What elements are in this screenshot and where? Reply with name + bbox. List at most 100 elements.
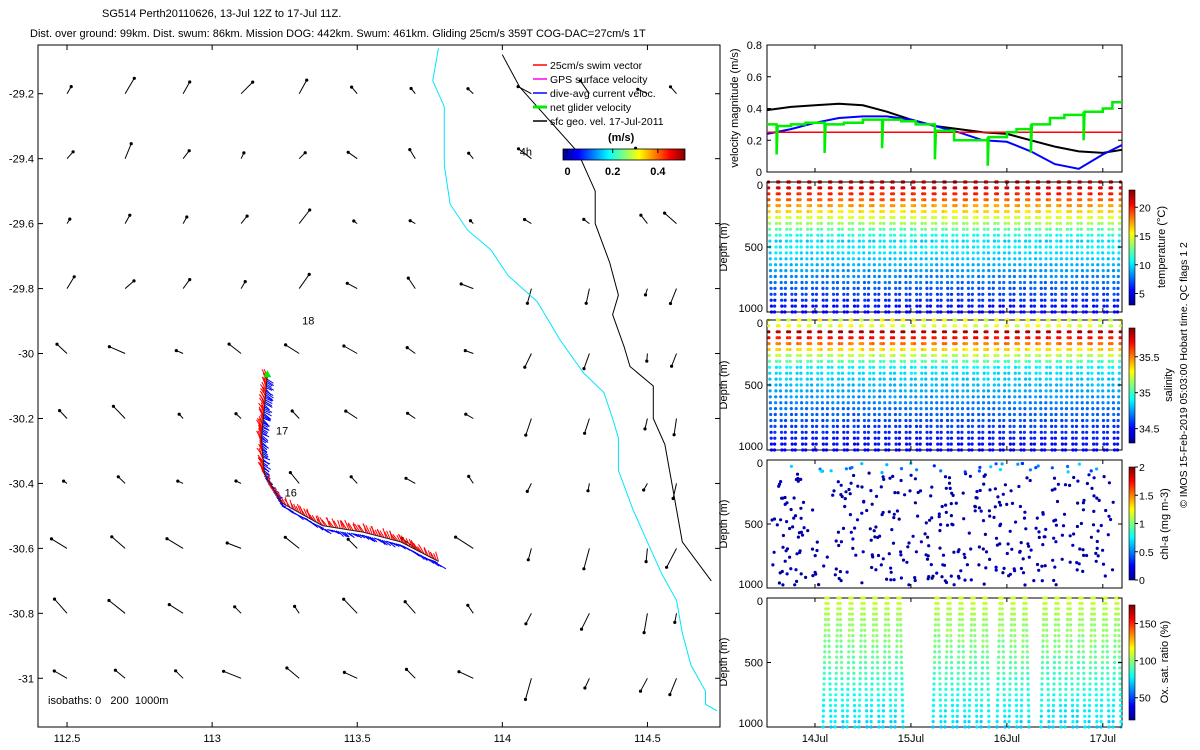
salinity-point <box>798 324 802 328</box>
temperature-point <box>819 192 823 196</box>
temperature-point <box>893 263 897 267</box>
oxygen-point <box>828 693 832 697</box>
depth-ytick-label: 500 <box>745 380 763 392</box>
chlorophyll-point <box>1081 548 1085 552</box>
salinity-point <box>829 347 834 352</box>
salinity-point <box>827 353 831 358</box>
salinity-point <box>891 330 896 334</box>
temperature-point <box>1002 286 1006 290</box>
salinity-point <box>819 353 823 358</box>
oxygen-point <box>827 644 831 649</box>
oxygen-point <box>967 714 971 718</box>
chlorophyll-point <box>1043 564 1047 568</box>
temperature-point <box>1038 215 1042 220</box>
temperature-point <box>799 221 803 225</box>
temperature-point <box>821 310 826 314</box>
temperature-point <box>986 227 990 231</box>
temperature-point <box>1100 221 1104 225</box>
oxygen-point <box>933 655 937 659</box>
chlorophyll-point <box>998 542 1002 546</box>
salinity-point <box>1076 377 1080 381</box>
salinity-point <box>805 383 809 387</box>
salinity-point <box>965 353 969 358</box>
temperature-point <box>883 280 887 285</box>
salinity-point <box>871 347 875 352</box>
track-swim-vector <box>405 537 411 548</box>
salinity-point <box>769 412 773 417</box>
temperature-point <box>962 198 966 202</box>
salinity-point <box>977 448 982 452</box>
salinity-point <box>934 353 938 358</box>
temperature-point <box>1064 280 1068 285</box>
temperature-point <box>904 298 908 302</box>
oxygen-point <box>886 617 891 622</box>
salinity-point <box>841 389 845 393</box>
track-swim-vector <box>340 521 348 530</box>
temperature-point <box>1034 233 1038 237</box>
oxygen-point <box>974 671 978 675</box>
oxygen-point <box>938 682 942 686</box>
chlorophyll-point <box>1027 544 1031 548</box>
map-colorbar-bar <box>562 148 686 161</box>
salinity-point <box>1096 371 1101 375</box>
temperature-point <box>1058 221 1063 225</box>
temperature-point <box>1019 310 1023 314</box>
oxygen-point <box>901 725 905 729</box>
salinity-point <box>960 418 964 423</box>
temperature-point <box>946 310 950 314</box>
oxygen-point <box>839 644 843 649</box>
temperature-point <box>1023 274 1027 279</box>
salinity-point <box>878 383 882 387</box>
salinity-point <box>935 412 939 417</box>
oxygen-point <box>881 720 885 724</box>
salinity-point <box>1101 383 1105 387</box>
salinity-point <box>1033 401 1037 405</box>
temperature-point <box>1095 280 1099 285</box>
salinity-point <box>1047 330 1051 334</box>
current-vector-head <box>524 433 528 437</box>
temperature-point <box>966 286 971 290</box>
salinity-point <box>1086 353 1091 358</box>
oxygen-point <box>938 671 942 675</box>
temperature-point <box>929 280 933 285</box>
salinity-point <box>1107 359 1111 363</box>
temperature-point <box>960 292 964 296</box>
salinity-point <box>1089 353 1094 358</box>
temperature-point <box>935 280 939 285</box>
salinity-point <box>909 371 914 375</box>
oxygen-point <box>845 709 850 713</box>
oxygen-point <box>888 693 892 697</box>
temperature-point <box>912 186 916 190</box>
chlorophyll-point <box>1020 461 1025 466</box>
temperature-point <box>879 209 883 214</box>
track-swim-vector <box>339 520 343 530</box>
temperature-point <box>1018 269 1022 273</box>
chlorophyll-point <box>1101 548 1105 552</box>
salinity-point <box>881 318 885 322</box>
temperature-point <box>992 257 996 261</box>
temperature-point <box>779 286 783 290</box>
salinity-point <box>910 342 914 346</box>
current-vector-head <box>116 475 120 479</box>
salinity-point <box>1016 318 1020 322</box>
salinity-point <box>955 389 959 393</box>
temperature-point <box>872 245 876 249</box>
salinity-point <box>962 347 966 352</box>
salinity-point <box>887 430 891 434</box>
temperature-point <box>992 245 996 249</box>
temperature-point <box>878 251 882 255</box>
oxygen-point <box>996 666 1001 670</box>
temperature-point <box>956 286 960 290</box>
temperature-point <box>1070 280 1074 285</box>
isobaths-label: isobaths: 0 200 1000m <box>48 695 168 707</box>
oxygen-point <box>869 703 874 708</box>
temperature-point <box>1034 251 1038 255</box>
current-vector-head <box>165 537 169 541</box>
chlorophyll-point <box>913 578 917 583</box>
salinity-point <box>1007 365 1011 369</box>
temperature-point <box>794 292 798 296</box>
temperature-point <box>970 286 975 290</box>
temperature-point <box>774 257 778 261</box>
chlorophyll-point <box>799 516 803 520</box>
